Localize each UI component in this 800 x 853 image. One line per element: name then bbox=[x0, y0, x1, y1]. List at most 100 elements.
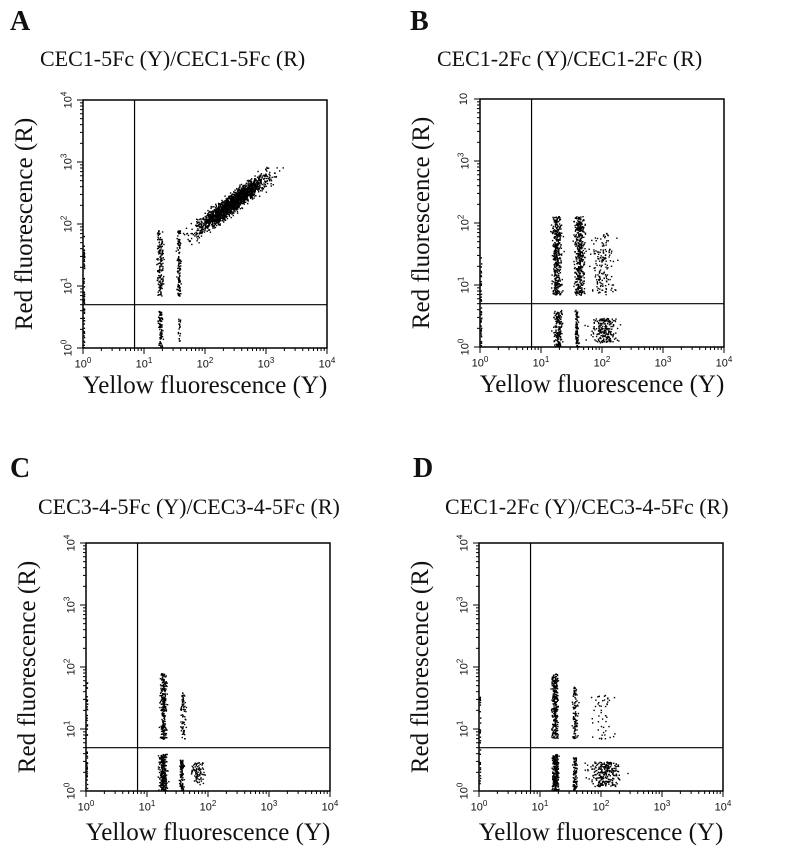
data-point bbox=[176, 288, 178, 291]
data-point bbox=[240, 201, 243, 203]
data-point bbox=[161, 780, 163, 782]
data-point bbox=[554, 331, 556, 334]
data-point bbox=[556, 694, 558, 696]
data-point bbox=[237, 196, 240, 198]
data-point bbox=[249, 192, 251, 194]
data-point bbox=[83, 312, 86, 314]
data-point bbox=[179, 321, 182, 323]
data-point bbox=[199, 229, 201, 232]
data-point bbox=[592, 290, 594, 292]
data-point bbox=[596, 289, 599, 292]
data-point bbox=[558, 252, 560, 255]
data-point bbox=[579, 240, 582, 242]
data-point bbox=[196, 218, 198, 220]
data-point bbox=[164, 788, 167, 790]
data-point bbox=[582, 249, 584, 252]
data-point bbox=[242, 195, 245, 197]
data-point bbox=[178, 259, 181, 262]
data-point bbox=[182, 759, 184, 762]
data-point bbox=[555, 267, 558, 270]
data-point bbox=[233, 207, 235, 209]
data-point bbox=[246, 190, 248, 192]
data-point bbox=[555, 255, 557, 257]
data-point bbox=[237, 200, 239, 202]
data-point bbox=[577, 222, 580, 225]
data-point bbox=[199, 768, 201, 770]
data-point bbox=[164, 695, 166, 697]
data-point bbox=[560, 247, 562, 250]
data-point bbox=[605, 328, 607, 330]
data-point bbox=[595, 340, 597, 342]
data-point bbox=[215, 209, 217, 211]
data-point bbox=[559, 264, 561, 267]
data-point bbox=[159, 338, 162, 340]
data-point bbox=[163, 716, 165, 718]
data-point bbox=[579, 230, 581, 232]
data-point bbox=[182, 773, 184, 775]
data-point bbox=[593, 251, 595, 253]
data-point bbox=[585, 339, 587, 341]
data-point bbox=[480, 283, 483, 285]
data-point bbox=[179, 289, 181, 291]
data-point bbox=[557, 235, 559, 238]
data-point bbox=[162, 758, 165, 760]
data-point bbox=[558, 338, 560, 340]
data-point bbox=[200, 778, 202, 780]
data-point bbox=[162, 338, 165, 340]
data-point bbox=[244, 189, 246, 192]
data-point bbox=[198, 774, 201, 776]
data-point bbox=[218, 220, 221, 222]
data-point bbox=[555, 287, 557, 290]
data-point bbox=[584, 233, 587, 235]
data-point bbox=[580, 221, 582, 224]
data-point bbox=[577, 275, 579, 278]
data-point bbox=[558, 314, 560, 316]
data-point bbox=[83, 263, 85, 265]
data-point bbox=[195, 234, 197, 236]
data-point bbox=[247, 202, 249, 205]
data-point bbox=[163, 680, 165, 682]
data-point bbox=[249, 189, 251, 191]
data-point bbox=[164, 759, 167, 761]
data-point bbox=[595, 250, 597, 252]
data-point bbox=[253, 178, 256, 180]
data-point bbox=[157, 755, 160, 757]
data-point bbox=[558, 328, 560, 330]
data-point bbox=[555, 277, 558, 279]
data-point bbox=[207, 226, 210, 228]
data-point bbox=[582, 272, 584, 274]
data-point bbox=[559, 293, 561, 295]
data-point bbox=[559, 239, 561, 241]
data-point bbox=[226, 218, 229, 220]
data-point bbox=[207, 209, 209, 212]
data-point bbox=[600, 329, 602, 331]
data-point bbox=[160, 776, 162, 779]
data-point bbox=[163, 708, 165, 711]
data-point bbox=[227, 201, 229, 203]
data-point bbox=[584, 248, 586, 250]
data-point bbox=[83, 249, 86, 252]
data-point bbox=[220, 210, 222, 212]
data-point bbox=[238, 193, 240, 196]
data-point bbox=[577, 334, 579, 336]
data-point bbox=[578, 245, 581, 248]
data-point bbox=[209, 215, 211, 218]
data-point bbox=[234, 210, 236, 213]
data-point bbox=[579, 285, 581, 287]
data-point bbox=[159, 286, 162, 288]
data-point bbox=[597, 341, 599, 343]
data-point bbox=[160, 759, 163, 762]
data-point bbox=[219, 218, 221, 220]
data-point bbox=[578, 287, 580, 289]
data-point bbox=[179, 262, 182, 264]
data-point bbox=[555, 731, 557, 734]
data-point bbox=[554, 310, 556, 313]
data-point bbox=[555, 221, 557, 223]
data-point bbox=[576, 333, 578, 335]
data-point bbox=[198, 224, 200, 226]
data-point bbox=[177, 278, 179, 280]
data-point bbox=[555, 293, 558, 296]
data-point bbox=[599, 322, 602, 325]
data-point bbox=[83, 300, 85, 302]
data-point bbox=[208, 229, 211, 231]
